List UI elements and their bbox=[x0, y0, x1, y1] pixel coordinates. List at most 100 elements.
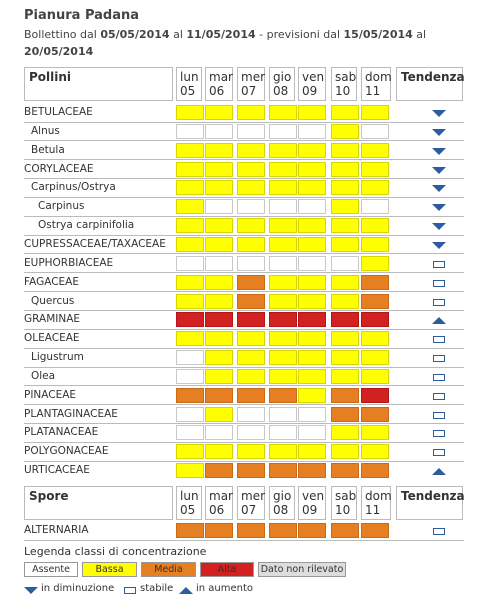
concentration-cell bbox=[331, 387, 359, 403]
row-divider bbox=[24, 215, 464, 217]
concentration-cell bbox=[237, 218, 265, 234]
concentration-cell bbox=[331, 312, 359, 328]
concentration-cell bbox=[269, 331, 297, 347]
trend-stable-icon bbox=[433, 298, 445, 306]
trend-down-icon bbox=[432, 110, 446, 117]
concentration-cell bbox=[205, 425, 233, 441]
concentration-cell bbox=[298, 142, 326, 158]
concentration-cell bbox=[205, 218, 233, 234]
trend-down-icon bbox=[432, 147, 446, 155]
concentration-cell bbox=[176, 350, 204, 366]
trend-up-icon bbox=[179, 587, 193, 594]
concentration-cell bbox=[176, 180, 204, 196]
concentration-cell bbox=[298, 161, 326, 177]
day-header: ven 09 bbox=[298, 67, 326, 101]
taxon-label: Carpinus bbox=[38, 200, 85, 213]
trend-down-icon bbox=[432, 128, 446, 136]
concentration-cell bbox=[237, 161, 265, 177]
trend-stable-icon bbox=[433, 279, 445, 287]
concentration-cell bbox=[205, 142, 233, 158]
day-number: 07 bbox=[241, 503, 257, 517]
concentration-cell bbox=[298, 236, 326, 252]
day-header: dom 11 bbox=[361, 67, 392, 101]
taxon-label: OLEACEAE bbox=[24, 332, 80, 345]
concentration-cell bbox=[269, 444, 297, 460]
pollini-header: Pollini bbox=[24, 67, 173, 101]
row-divider bbox=[24, 272, 464, 274]
concentration-cell bbox=[361, 123, 389, 139]
taxon-label: Ligustrum bbox=[31, 351, 84, 364]
day-header: mer 07 bbox=[237, 67, 265, 101]
taxon-label: CORYLACEAE bbox=[24, 162, 94, 175]
concentration-cell bbox=[205, 161, 233, 177]
concentration-cell bbox=[237, 142, 265, 158]
trend-down-icon bbox=[432, 185, 446, 193]
concentration-cell bbox=[269, 387, 297, 403]
day-name: ven bbox=[302, 489, 325, 503]
day-name: mar bbox=[209, 70, 233, 84]
taxon-label: PLANTAGINACEAE bbox=[24, 407, 118, 420]
concentration-cell bbox=[205, 368, 233, 384]
day-name: mer bbox=[241, 489, 266, 503]
concentration-cell bbox=[269, 523, 297, 538]
day-header: mar 06 bbox=[205, 486, 233, 520]
day-name: gio bbox=[273, 70, 292, 84]
tendenza-header: Tendenza bbox=[396, 486, 465, 520]
taxon-label: Betula bbox=[31, 143, 65, 156]
concentration-cell bbox=[176, 218, 204, 234]
concentration-cell bbox=[331, 444, 359, 460]
day-name: dom bbox=[365, 70, 392, 84]
concentration-cell bbox=[176, 293, 204, 309]
concentration-cell bbox=[205, 255, 233, 271]
concentration-cell bbox=[331, 368, 359, 384]
concentration-cell bbox=[331, 463, 359, 479]
concentration-cell bbox=[176, 199, 204, 215]
concentration-cell bbox=[237, 425, 265, 441]
concentration-cell bbox=[269, 161, 297, 177]
row-divider bbox=[24, 441, 464, 443]
row-divider bbox=[24, 140, 464, 142]
concentration-cell bbox=[361, 368, 389, 384]
day-name: lun bbox=[180, 70, 199, 84]
spore-header: Spore bbox=[24, 486, 173, 520]
concentration-cell bbox=[331, 350, 359, 366]
concentration-cell bbox=[176, 274, 204, 290]
concentration-cell bbox=[237, 523, 265, 538]
concentration-cell bbox=[176, 463, 204, 479]
concentration-cell bbox=[361, 387, 389, 403]
day-header: mar 06 bbox=[205, 67, 233, 101]
day-name: gio bbox=[273, 489, 292, 503]
concentration-cell bbox=[176, 523, 204, 538]
concentration-cell bbox=[298, 350, 326, 366]
row-divider bbox=[24, 159, 464, 161]
day-number: 11 bbox=[365, 84, 381, 98]
taxon-label: EUPHORBIACEAE bbox=[24, 256, 114, 269]
trend-stable-icon bbox=[433, 430, 445, 438]
row-divider bbox=[24, 310, 464, 311]
concentration-cell bbox=[269, 368, 297, 384]
concentration-cell bbox=[331, 255, 359, 271]
taxon-label: PLATANACEAE bbox=[24, 426, 99, 439]
day-header: sab 10 bbox=[331, 67, 357, 101]
concentration-cell bbox=[269, 255, 297, 271]
concentration-cell bbox=[205, 180, 233, 196]
concentration-cell bbox=[269, 463, 297, 479]
concentration-cell bbox=[361, 331, 389, 347]
concentration-cell bbox=[298, 406, 326, 422]
concentration-cell bbox=[176, 123, 204, 139]
concentration-cell bbox=[298, 105, 326, 120]
concentration-cell bbox=[205, 236, 233, 252]
concentration-cell bbox=[269, 274, 297, 290]
concentration-cell bbox=[331, 142, 359, 158]
concentration-cell bbox=[205, 463, 233, 479]
concentration-cell bbox=[205, 331, 233, 347]
row-divider bbox=[24, 291, 464, 293]
concentration-cell bbox=[361, 312, 389, 328]
trend-down-icon bbox=[432, 223, 446, 231]
row-divider bbox=[24, 404, 464, 406]
legend-assente: Assente bbox=[24, 562, 78, 577]
concentration-cell bbox=[205, 387, 233, 403]
concentration-cell bbox=[361, 425, 389, 441]
concentration-cell bbox=[176, 331, 204, 347]
concentration-cell bbox=[205, 123, 233, 139]
